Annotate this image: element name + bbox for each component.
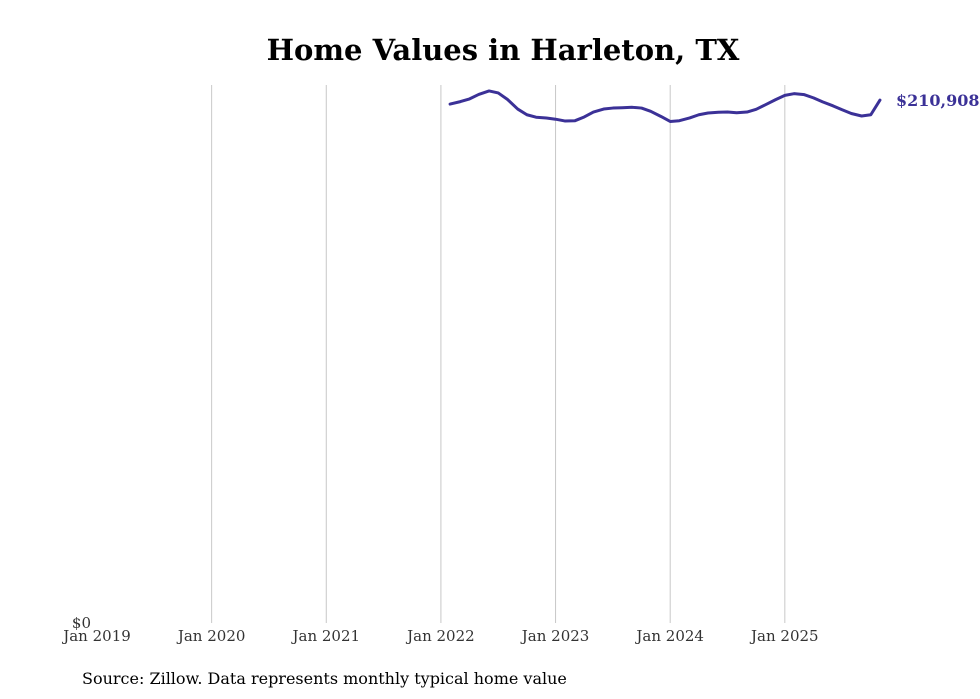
x-tick-label: Jan 2023 [520, 627, 590, 645]
source-note: Source: Zillow. Data represents monthly … [82, 669, 567, 688]
end-value-label: $210,908 [896, 91, 980, 110]
x-tick-label: Jan 2019 [61, 627, 131, 645]
series-layer: $210,908 [448, 89, 980, 123]
chart-title: Home Values in Harleton, TX [267, 33, 740, 67]
x-tick-label: Jan 2021 [290, 627, 360, 645]
grid-lines [211, 85, 786, 623]
x-tick-label: Jan 2022 [405, 627, 475, 645]
x-tick-label: Jan 2024 [634, 627, 704, 645]
x-tick-label: Jan 2020 [176, 627, 246, 645]
series-line [448, 89, 882, 123]
x-tick-label: Jan 2025 [749, 627, 819, 645]
y-axis: $0 [72, 614, 91, 632]
x-axis: Jan 2019 Jan 2020 Jan 2021 Jan 2022 Jan 2023… [61, 627, 818, 645]
y-tick-label: $0 [72, 614, 91, 632]
